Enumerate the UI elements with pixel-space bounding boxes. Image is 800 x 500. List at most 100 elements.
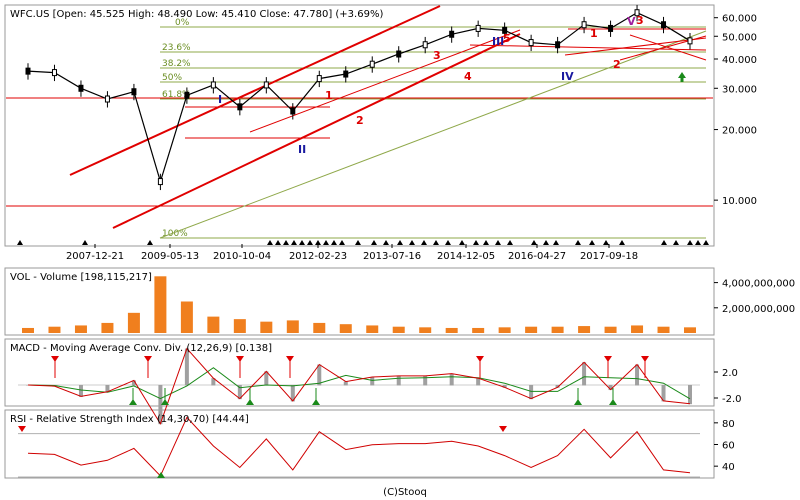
price-candle (422, 41, 428, 49)
buy-signal-icon (157, 472, 165, 478)
volume-bar (631, 325, 644, 333)
signal-marker-icon (661, 240, 667, 245)
signal-marker-icon (299, 240, 305, 245)
macd-histogram-bar (661, 385, 666, 402)
macd-histogram-bar (688, 385, 692, 405)
macd-histogram-bar (476, 378, 481, 386)
volume-bar (313, 322, 326, 333)
volume-panel (4, 267, 715, 336)
buy-signal-icon (312, 399, 320, 405)
wave-label: 2 (356, 114, 364, 127)
sell-signal-icon (51, 356, 59, 362)
price-y-tick-label: 50.000 (722, 32, 757, 43)
signal-marker-icon (531, 240, 537, 245)
signal-marker-icon (459, 240, 465, 245)
signal-marker-icon (673, 240, 679, 245)
rsi-line (27, 416, 691, 477)
fib-level-label: 38.2% (162, 59, 191, 69)
macd-histogram-bar (608, 385, 613, 391)
volume-bar (684, 327, 696, 333)
wave-label: III (492, 35, 504, 48)
x-tick-label: 2009-05-13 (141, 251, 199, 262)
macd-histogram-bar (184, 348, 189, 386)
macd-histogram-bar (370, 377, 375, 386)
axis-labels: 60.000 50.000 40.000 30.000 20.000 10.000 2007… (66, 14, 795, 473)
signal-marker-icon (543, 240, 549, 245)
signal-marker-icon (695, 240, 701, 245)
buy-signal-icon (609, 399, 617, 405)
sell-signal-icon (476, 356, 484, 362)
price-candle (78, 84, 84, 92)
signal-marker-icon (355, 240, 361, 245)
price-series-line (27, 12, 691, 184)
macd-histogram-bar (582, 362, 587, 386)
price-candle (634, 9, 640, 17)
fib-level-label: 23.6% (162, 43, 191, 53)
volume-bar (154, 276, 167, 333)
price-candle (237, 103, 243, 111)
macd-histogram-bar (343, 381, 348, 386)
price-candle (502, 26, 508, 34)
volume-bar (286, 320, 299, 333)
price-candle (396, 50, 402, 58)
rsi-y-tick-label: 60 (722, 441, 735, 452)
x-tick-label: 2010-10-04 (213, 251, 271, 262)
fib-level-label: 50% (162, 73, 182, 83)
macd-histogram-bar (264, 371, 269, 386)
wave-label: 3 (433, 49, 441, 62)
signal-marker-icon (397, 240, 403, 245)
long-trendline (159, 30, 707, 239)
price-candle (316, 75, 322, 83)
signal-marker-icon (553, 240, 559, 245)
wave-label: 5 (503, 32, 511, 45)
signal-marker-icon (383, 240, 389, 245)
price-candle (184, 91, 190, 99)
rsi-plot (18, 416, 700, 478)
fib-level-label: 100% (162, 229, 188, 239)
volume-bar (127, 312, 140, 333)
price-candle (555, 41, 561, 49)
price-candle (528, 39, 534, 47)
volume-bar (472, 327, 485, 333)
macd-histogram-bar (502, 385, 507, 388)
trend-line (564, 37, 707, 56)
volume-bar (101, 322, 114, 333)
volume-bar (339, 324, 352, 333)
price-y-tick-label: 40.000 (722, 55, 757, 66)
volume-bar (551, 326, 564, 333)
macd-plot (18, 347, 700, 425)
price-candle (475, 24, 481, 32)
signal-marker-icon (421, 240, 427, 245)
price-plot: 0%23.6%38.2%50%61.8%100%12345IIIIIIIVV12… (6, 4, 713, 245)
wave-label: 2 (613, 58, 621, 71)
macd-histogram-bar (317, 364, 322, 386)
signal-marker-icon (82, 240, 88, 245)
sell-signal-icon (18, 426, 26, 432)
signal-marker-icon (315, 240, 321, 245)
x-tick-label: 2014-12-05 (437, 251, 495, 262)
volume-bar (180, 301, 193, 333)
x-tick-label: 2007-12-21 (66, 251, 124, 262)
price-candle (210, 81, 216, 89)
macd-y-tick-label: 2.0 (722, 368, 738, 379)
signal-marker-icon (603, 240, 609, 245)
macd-y-tick-label: -2.0 (722, 394, 742, 405)
signal-marker-icon (409, 240, 415, 245)
price-candle (25, 67, 31, 75)
buy-arrow-icon (678, 72, 686, 82)
volume-bar (260, 321, 273, 333)
price-y-tick-label: 30.000 (722, 84, 757, 95)
wave-label: II (298, 143, 306, 156)
volume-bar (604, 326, 617, 333)
buy-signal-icon (161, 399, 169, 405)
price-candle (369, 60, 375, 68)
signal-marker-icon (371, 240, 377, 245)
wave-label: V (627, 15, 636, 28)
volume-bar (525, 326, 538, 333)
rsi-panel (4, 409, 715, 479)
sell-signal-icon (236, 356, 244, 362)
rsi-y-tick-label: 80 (722, 419, 735, 430)
price-y-tick-label: 20.000 (722, 126, 757, 137)
volume-bar (233, 319, 246, 333)
signal-marker-icon (445, 240, 451, 245)
